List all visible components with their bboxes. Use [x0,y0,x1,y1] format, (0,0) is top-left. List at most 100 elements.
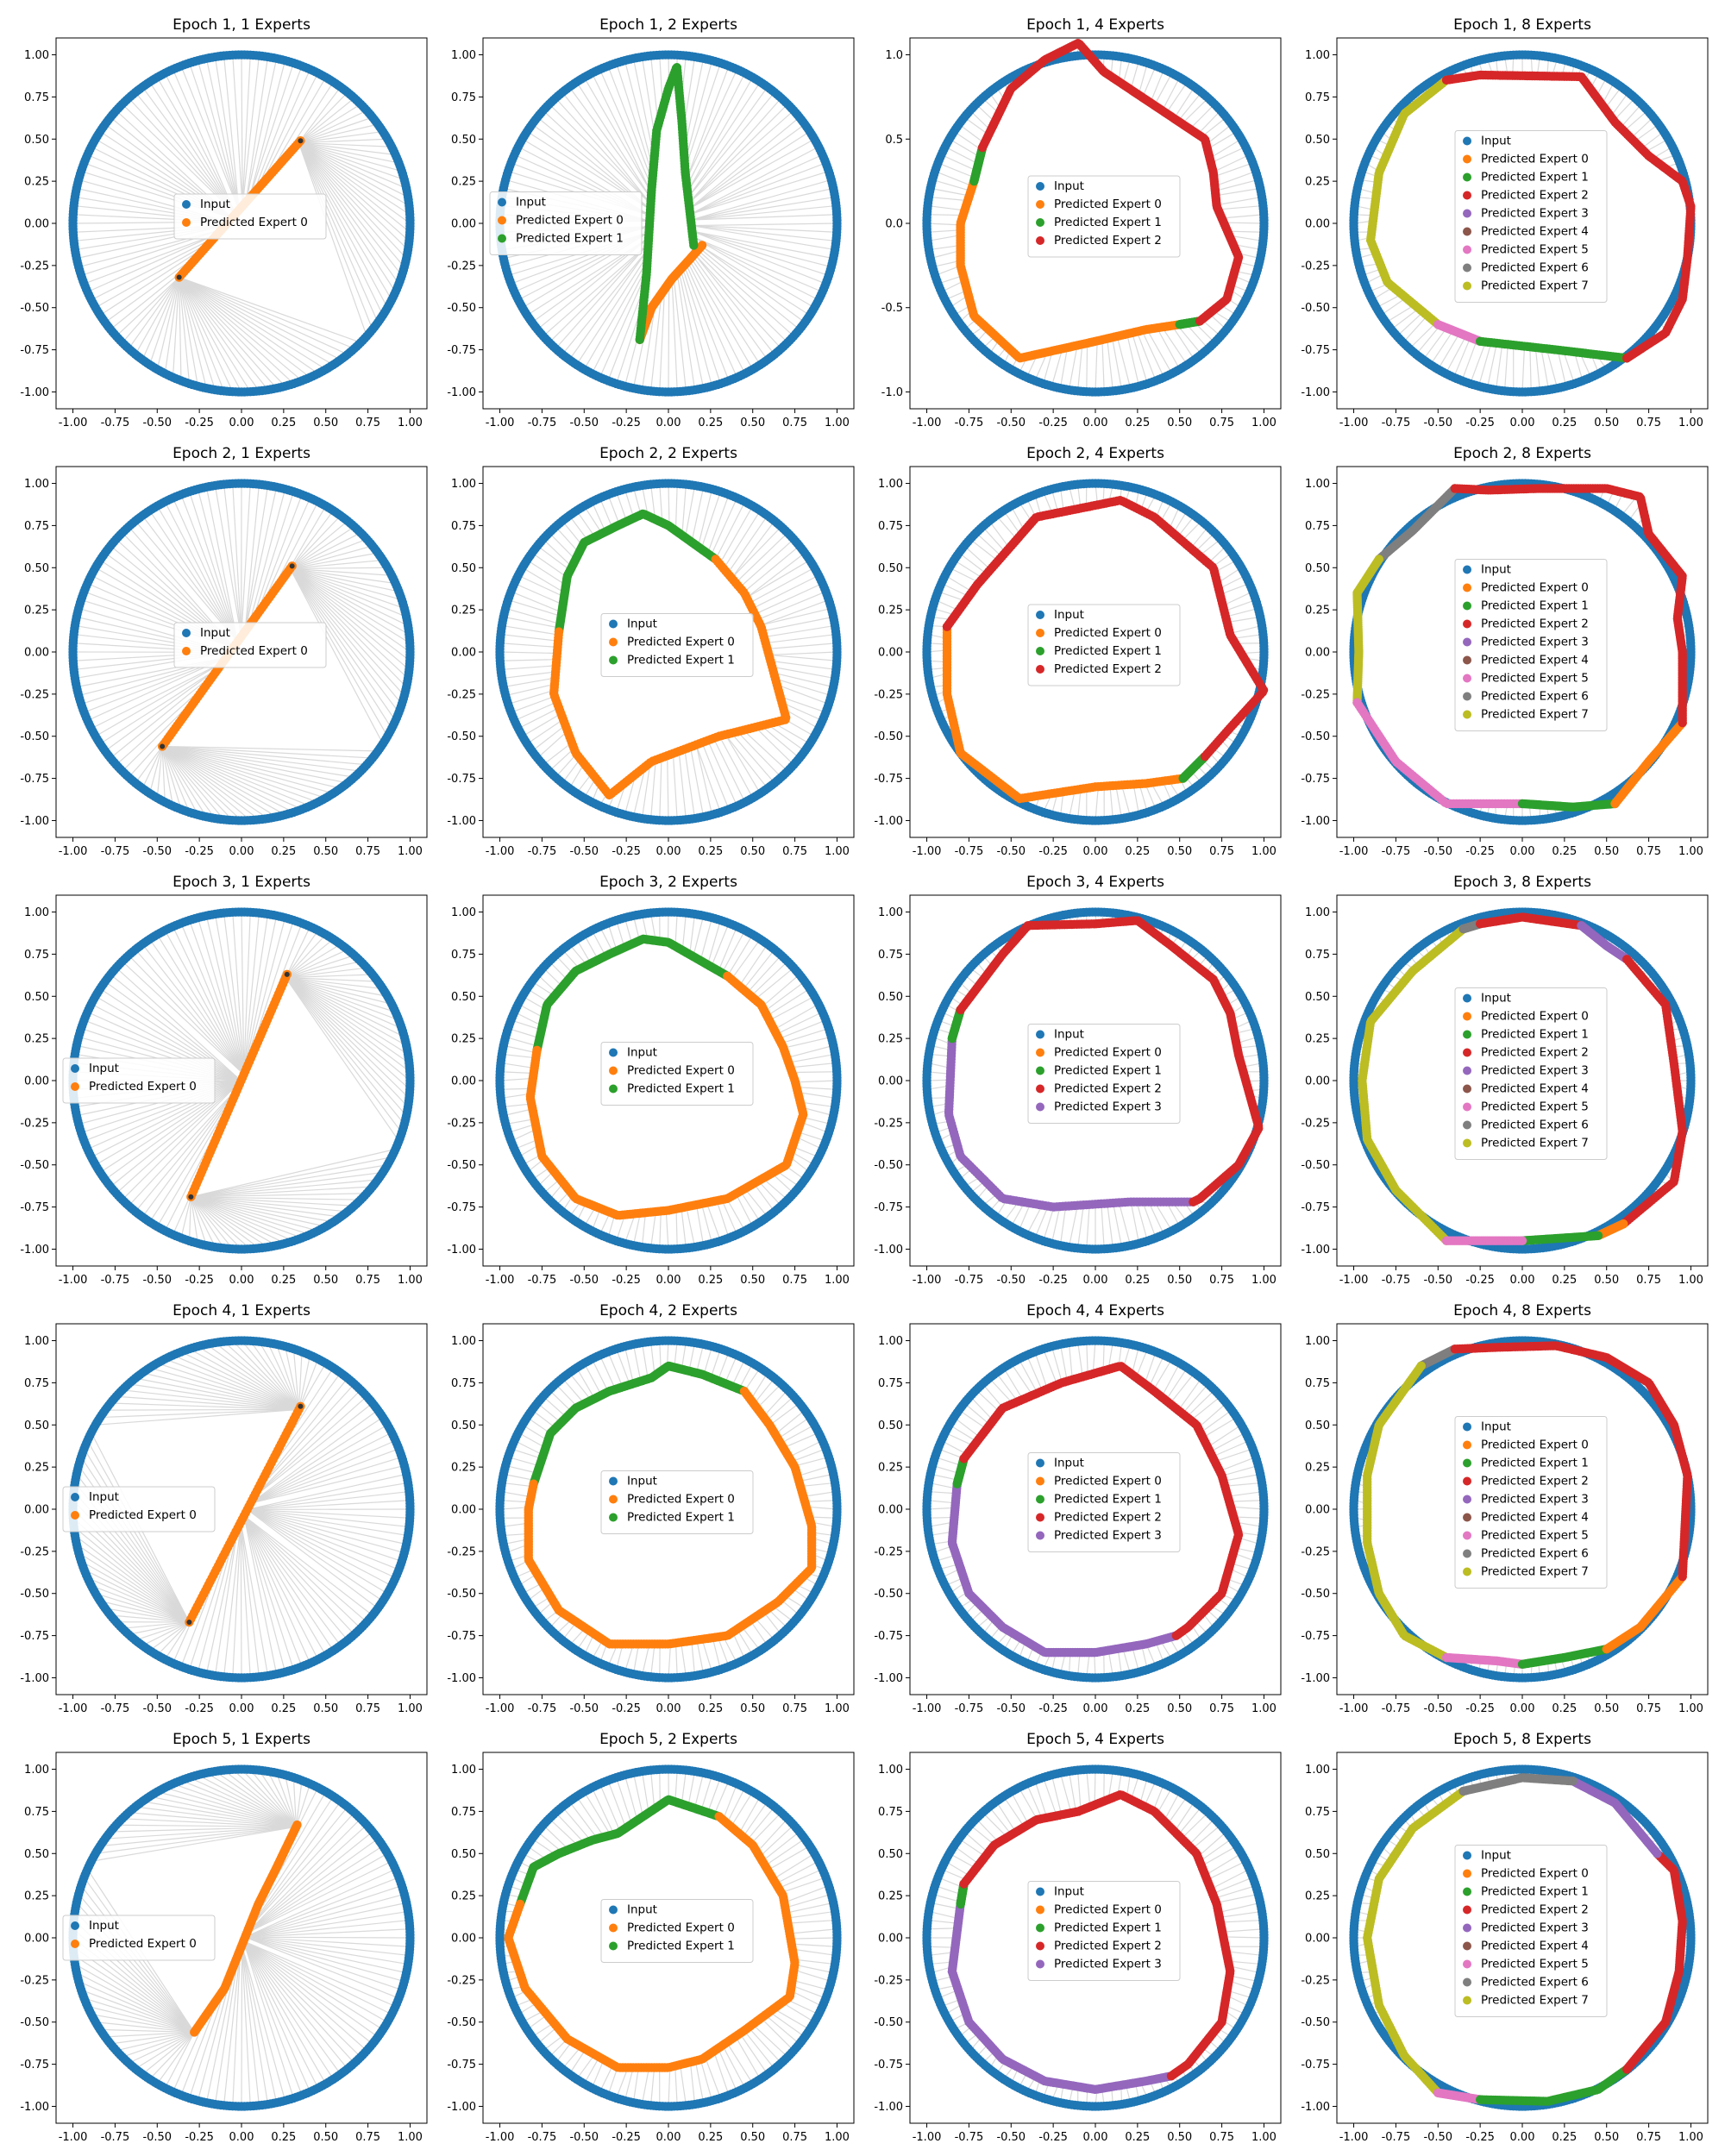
connector-line [1136,331,1157,381]
connector-line [690,187,834,221]
connector-line [1573,351,1584,381]
connector-line [1529,347,1532,392]
subplot: Epoch 2, 1 Experts-1.00 -0.75 -0.50 -0.25 0.… [20,445,428,858]
connector-line [179,276,348,355]
connector-line [531,552,568,579]
connector-line [1437,332,1460,370]
connector-line [189,491,238,642]
x-tick-label: -0.50 [569,417,599,429]
y-tick-label: -0.75 [447,344,476,357]
connector-line [298,116,373,144]
x-tick-label: 0.25 [698,417,723,429]
connector-line [289,568,384,744]
connector-line [599,272,648,378]
connector-line [712,737,746,803]
connector-line [244,485,269,632]
connector-line [599,498,613,529]
connector-line [172,69,236,215]
subplot-title: Epoch 1, 4 Experts [1026,16,1164,34]
connector-line [162,745,367,766]
subplot: Epoch 1, 2 Experts-1.00 -0.75 -0.50 -0.25 0.… [447,16,855,429]
subplot-title: Epoch 1, 1 Experts [172,16,310,34]
connector-line [1095,341,1098,392]
connector-line [1214,162,1253,178]
legend-marker [182,200,191,209]
connector-line [1176,515,1195,538]
connector-line [561,520,583,547]
connector-line [161,745,334,794]
connector-line [781,702,823,722]
y-tick-label: 0.50 [878,562,903,575]
connector-line [944,146,979,165]
x-tick-label: -1.00 [59,845,88,858]
connector-line [298,130,384,144]
connector-line [699,248,800,330]
connector-line [780,696,826,713]
legend-marker [609,619,618,629]
connector-line [692,236,819,301]
connector-line [298,86,342,143]
connector-line [690,179,831,221]
connector-line [673,276,687,392]
connector-line [289,567,399,713]
connector-line [695,744,713,815]
x-tick-label: 0.50 [740,417,765,429]
connector-line [172,277,180,378]
predicted-point [697,241,707,250]
connector-line [161,745,303,811]
legend-label: Input [1481,135,1511,148]
legend-label: Predicted Expert 2 [1054,234,1162,248]
x-tick-label: -0.75 [955,845,984,858]
connector-line [298,142,410,207]
connector-line [122,277,180,343]
plot-area [495,479,842,825]
input-point [832,222,842,231]
connector-line [1213,154,1250,173]
x-tick-label: 0.00 [1510,417,1535,429]
connector-line [543,538,573,567]
connector-line [616,62,654,177]
connector-line [641,762,651,819]
x-tick-label: -1.00 [913,845,942,858]
connector-line [689,162,826,216]
connector-line [290,552,379,569]
connector-line [514,582,563,605]
connector-line [1142,66,1157,98]
legend-marker [182,629,191,637]
x-tick-label: 0.25 [1552,417,1577,429]
connector-line [760,599,830,626]
connector-line [1051,348,1063,386]
connector-line [689,138,815,210]
y-tick-label: -1.00 [20,386,49,399]
connector-line [161,746,216,819]
connector-line [583,77,652,193]
connector-line [511,695,555,713]
x-tick-label: 0.50 [313,417,338,429]
connector-line [531,724,566,752]
connector-line [1003,510,1021,536]
connector-line [707,740,738,806]
connector-line [1452,337,1471,378]
y-tick-label: 0.75 [1305,91,1330,104]
connector-line [723,510,761,569]
connector-line [773,722,811,744]
connector-line [678,751,687,820]
connector-line [684,749,696,819]
connector-line [975,532,1002,557]
connector-line [197,489,238,642]
connector-line [298,142,399,285]
connector-line [1229,235,1264,242]
connector-line [927,204,965,211]
connector-line [141,86,236,215]
connector-line [710,498,738,556]
connector-line [1111,337,1123,391]
connector-line [252,491,294,622]
connector-line [674,483,678,531]
connector-line [773,672,834,688]
connector-line [982,526,1007,553]
connector-line [1190,526,1209,549]
connector-line [1218,204,1264,210]
connector-line [298,142,388,309]
